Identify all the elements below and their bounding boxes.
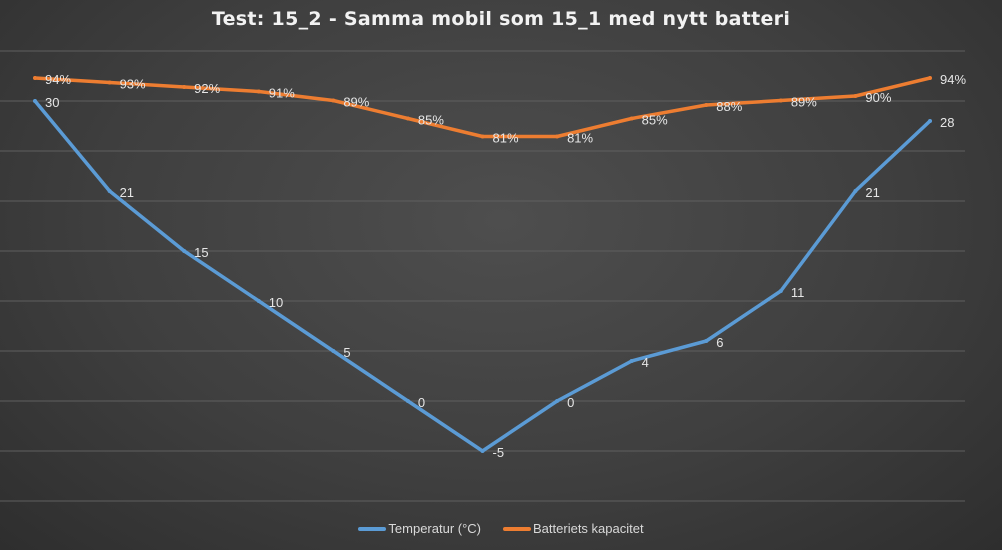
battery-point[interactable] [555, 134, 560, 139]
battery-point[interactable] [405, 116, 410, 121]
gridlines [0, 50, 965, 502]
battery-data-label: 94% [45, 72, 71, 87]
legend-swatch-battery [503, 526, 532, 531]
battery-point[interactable] [778, 98, 783, 103]
temperature-point[interactable] [704, 339, 709, 343]
temperature-data-label: 6 [716, 335, 723, 350]
battery-data-label: 93% [120, 77, 146, 92]
temperature-point[interactable] [629, 359, 634, 363]
battery-data-label: 89% [343, 95, 369, 110]
series-line-temperature[interactable] [33, 99, 932, 453]
temperature-data-label: 0 [418, 395, 425, 410]
legend-item-temperature[interactable]: Temperatur (°C) [358, 521, 481, 536]
battery-data-label: 88% [716, 99, 742, 114]
temperature-data-label: 11 [791, 285, 805, 300]
legend: Temperatur (°C) Batteriets kapacitet [0, 521, 1002, 536]
temperature-point[interactable] [405, 399, 410, 403]
battery-point[interactable] [182, 85, 187, 89]
battery-data-label: 81% [493, 131, 519, 146]
battery-data-label: 92% [194, 81, 220, 96]
data-labels: 30 21 15 10 5 0 -5 0 4 6 11 21 28 94% 93% 92% 91% 89% 85% 8… [45, 72, 966, 460]
temperature-data-label: 28 [940, 115, 954, 130]
battery-point[interactable] [629, 116, 634, 121]
temperature-point[interactable] [928, 119, 932, 123]
battery-point[interactable] [853, 94, 858, 98]
battery-point[interactable] [331, 98, 336, 103]
battery-data-label: 94% [940, 72, 966, 87]
temperature-data-label: 21 [865, 185, 879, 200]
temperature-data-label: 30 [45, 95, 59, 110]
temperature-data-label: 15 [194, 245, 208, 260]
temperature-data-label: 5 [343, 345, 350, 360]
temperature-data-label: 10 [269, 295, 283, 310]
battery-point[interactable] [704, 103, 709, 107]
battery-point[interactable] [480, 134, 485, 139]
chart-title: Test: 15_2 - Samma mobil som 15_1 med ny… [211, 8, 791, 30]
temperature-point[interactable] [331, 349, 336, 353]
temperature-point[interactable] [182, 249, 187, 253]
temperature-point[interactable] [555, 399, 560, 403]
legend-label-temperature: Temperatur (°C) [388, 521, 482, 536]
battery-data-label: 85% [418, 113, 444, 128]
temperature-data-label: 4 [642, 355, 649, 370]
battery-point[interactable] [256, 89, 261, 94]
temperature-data-label: -5 [493, 445, 505, 460]
battery-data-label: 91% [269, 86, 295, 101]
legend-swatch-temperature [358, 526, 387, 531]
battery-point[interactable] [928, 76, 932, 80]
battery-point[interactable] [33, 76, 37, 80]
temperature-data-label: 0 [567, 395, 574, 410]
battery-data-label: 85% [642, 113, 668, 128]
battery-point[interactable] [107, 80, 112, 85]
battery-data-label: 90% [865, 90, 891, 105]
temperature-point[interactable] [33, 99, 37, 103]
battery-data-label: 89% [791, 95, 817, 110]
temperature-data-label: 21 [120, 185, 134, 200]
temperature-point[interactable] [853, 189, 858, 193]
temperature-point[interactable] [107, 189, 112, 193]
series-lines [33, 76, 932, 453]
temperature-point[interactable] [778, 289, 783, 293]
temperature-point[interactable] [256, 299, 261, 303]
legend-item-battery[interactable]: Batteriets kapacitet [503, 521, 644, 536]
legend-label-battery: Batteriets kapacitet [533, 521, 644, 536]
temperature-point[interactable] [480, 449, 485, 453]
battery-data-label: 81% [567, 131, 593, 146]
